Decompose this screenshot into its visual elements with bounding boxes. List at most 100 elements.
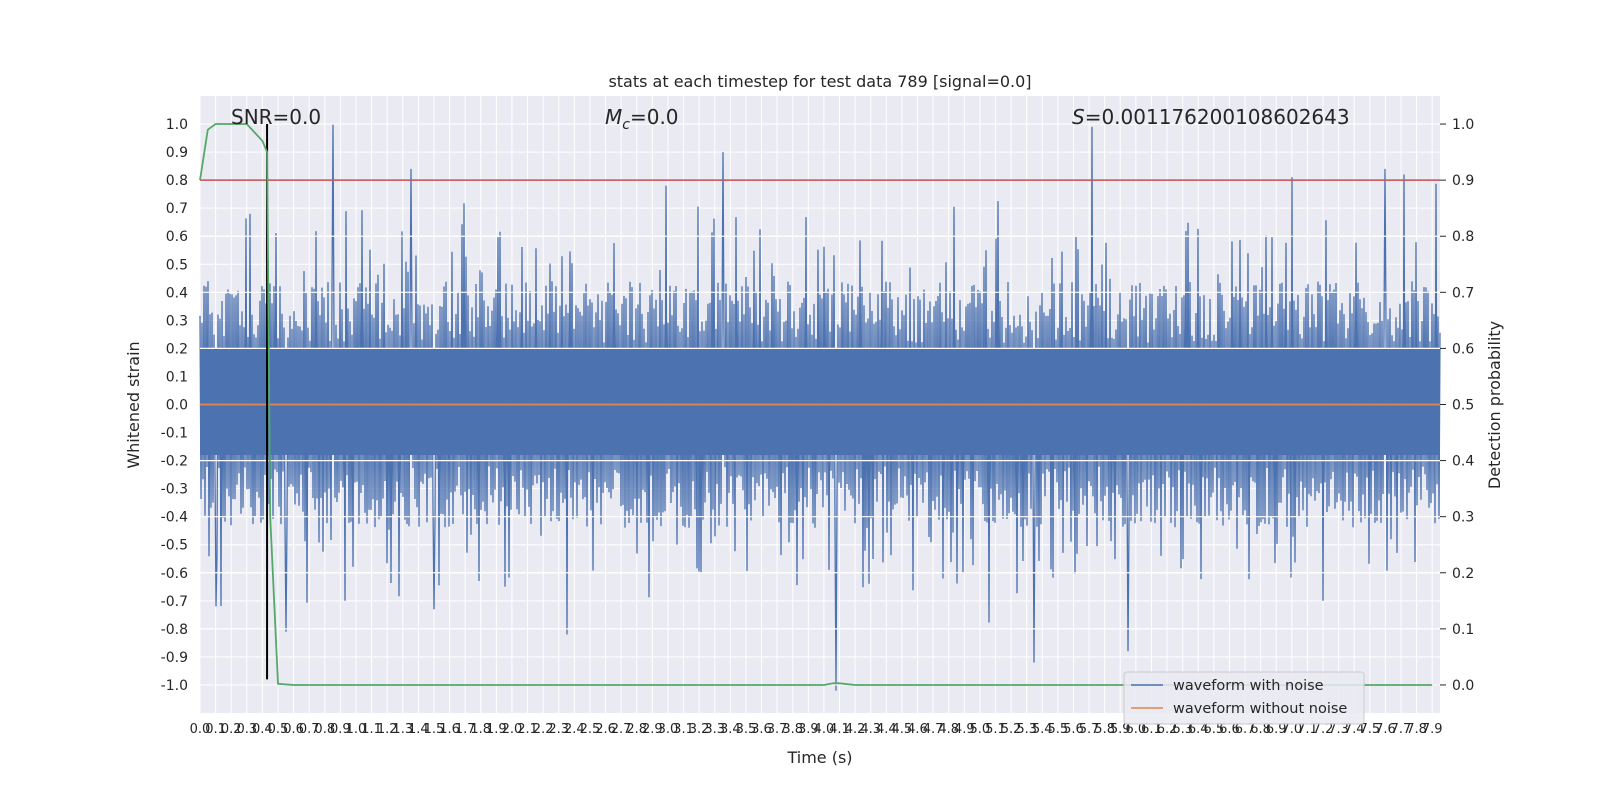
y-right-tick-label: 0.8 [1452,229,1474,245]
y-right-tick-labels: 0.0 0.1 0.2 0.3 0.4 0.5 0.6 0.7 0.8 0.9 1.0 [1440,117,1474,694]
x-tick-label: 3.8 [782,722,803,737]
x-tick-label: 0.1 [205,722,226,737]
y-right-tick-label: 0.3 [1452,510,1474,526]
legend-label-noise: waveform with noise [1173,678,1324,694]
y-tick-label: 0.3 [166,313,188,329]
x-tick-label: 0.7 [299,722,320,737]
legend-box [1123,671,1365,725]
x-tick-label: 7.5 [1359,722,1380,737]
y-tick-label: 1.0 [166,117,188,133]
x-tick-label: 2.2 [533,722,554,737]
y-right-tick-label: 0.1 [1452,622,1474,638]
x-tick-labels: 0.00.10.20.30.40.50.60.70.80.91.01.11.21… [190,722,1443,737]
x-tick-label: 1.0 [346,722,367,737]
x-tick-label: 7.8 [1406,722,1427,737]
y-right-tick-label: 0.5 [1452,398,1474,414]
x-tick-label: 6.5 [1203,722,1224,737]
x-tick-label: 6.2 [1157,722,1178,737]
x-tick-label: 7.2 [1313,722,1334,737]
y-tick-label: 0.2 [166,341,188,357]
y-tick-label: -0.2 [161,454,188,470]
y-tick-label: -0.3 [161,482,188,498]
x-tick-label: 3.9 [798,722,819,737]
y-right-tick-label: 0.6 [1452,341,1474,357]
annotation-mc-symbol: M [605,105,622,129]
x-tick-label: 2.5 [580,722,601,737]
x-tick-label: 1.3 [392,722,413,737]
x-tick-label: 1.7 [455,722,476,737]
x-tick-label: 6.4 [1188,722,1209,737]
x-tick-label: 7.4 [1344,722,1365,737]
x-tick-label: 7.6 [1375,722,1396,737]
y-tick-label: -0.8 [161,622,188,638]
legend-label-clean: waveform without noise [1173,701,1347,717]
series-detection-probability [199,123,1433,686]
y-tick-label: -0.6 [161,566,188,582]
y-tick-labels: -1.0 -0.9 -0.8 -0.7 -0.6 -0.5 -0.4 -0.3 -0.2 -0.1… [161,117,188,694]
x-tick-label: 0.0 [190,722,211,737]
x-tick-label: 7.7 [1391,722,1412,737]
x-tick-label: 4.7 [923,722,944,737]
y-tick-label: -0.7 [161,594,188,610]
y-right-tick-label: 0.2 [1452,566,1474,582]
x-tick-label: 1.6 [439,722,460,737]
chart-title: stats at each timestep for test data 789… [608,72,1031,91]
x-tick-label: 5.3 [1016,722,1037,737]
x-tick-label: 1.2 [377,722,398,737]
x-tick-label: 5.0 [970,722,991,737]
x-tick-label: 6.0 [1126,722,1147,737]
y-tick-label: 0.1 [166,369,188,385]
y-tick-label: 0.9 [166,145,188,161]
y-tick-label: -0.5 [161,538,188,554]
annotation-snr: SNR=0.0 [231,105,321,129]
x-tick-label: 2.6 [595,722,616,737]
x-tick-label: 3.5 [736,722,757,737]
x-tick-label: 2.9 [642,722,663,737]
legend: waveform with noise waveform without noi… [1123,671,1365,725]
x-tick-label: 2.4 [564,722,585,737]
x-tick-label: 3.6 [751,722,772,737]
x-tick-label: 1.5 [424,722,445,737]
x-tick-label: 4.8 [938,722,959,737]
x-tick-label: 6.3 [1172,722,1193,737]
x-tick-label: 6.1 [1141,722,1162,737]
x-tick-label: 4.5 [892,722,913,737]
annotation-s-symbol: S [1072,105,1085,129]
y-right-tick-label: 0.7 [1452,285,1474,301]
x-tick-label: 3.1 [673,722,694,737]
y-tick-label: -0.9 [161,650,188,666]
x-tick-label: 1.9 [486,722,507,737]
x-tick-label: 7.0 [1281,722,1302,737]
x-tick-label: 3.4 [720,722,741,737]
x-tick-label: 4.1 [829,722,850,737]
x-tick-label: 4.3 [860,722,881,737]
x-tick-label: 5.8 [1094,722,1115,737]
x-tick-label: 6.9 [1266,722,1287,737]
x-tick-label: 4.6 [907,722,928,737]
x-tick-label: 0.6 [283,722,304,737]
x-tick-label: 7.1 [1297,722,1318,737]
x-tick-label: 1.4 [408,722,429,737]
x-tick-label: 5.9 [1110,722,1131,737]
y-tick-label: 0.5 [166,257,188,273]
x-tick-label: 5.4 [1032,722,1053,737]
x-tick-label: 4.2 [845,722,866,737]
y-axis-label: Whitened strain [124,341,143,468]
x-tick-label: 0.3 [236,722,257,737]
x-tick-label: 5.5 [1048,722,1069,737]
y-tick-label: -0.4 [161,510,188,526]
y-tick-label: 0.4 [166,285,188,301]
y-tick-label: -0.1 [161,426,188,442]
y-right-tick-label: 1.0 [1452,117,1474,133]
x-tick-label: 2.1 [517,722,538,737]
y-tick-label: 0.7 [166,201,188,217]
x-tick-label: 5.2 [1001,722,1022,737]
x-tick-label: 4.9 [954,722,975,737]
x-tick-label: 3.2 [689,722,710,737]
y-right-tick-label: 0.9 [1452,173,1474,189]
y-tick-label: 0.8 [166,173,188,189]
x-tick-label: 4.4 [876,722,897,737]
x-tick-label: 7.9 [1422,722,1443,737]
x-tick-label: 6.6 [1219,722,1240,737]
